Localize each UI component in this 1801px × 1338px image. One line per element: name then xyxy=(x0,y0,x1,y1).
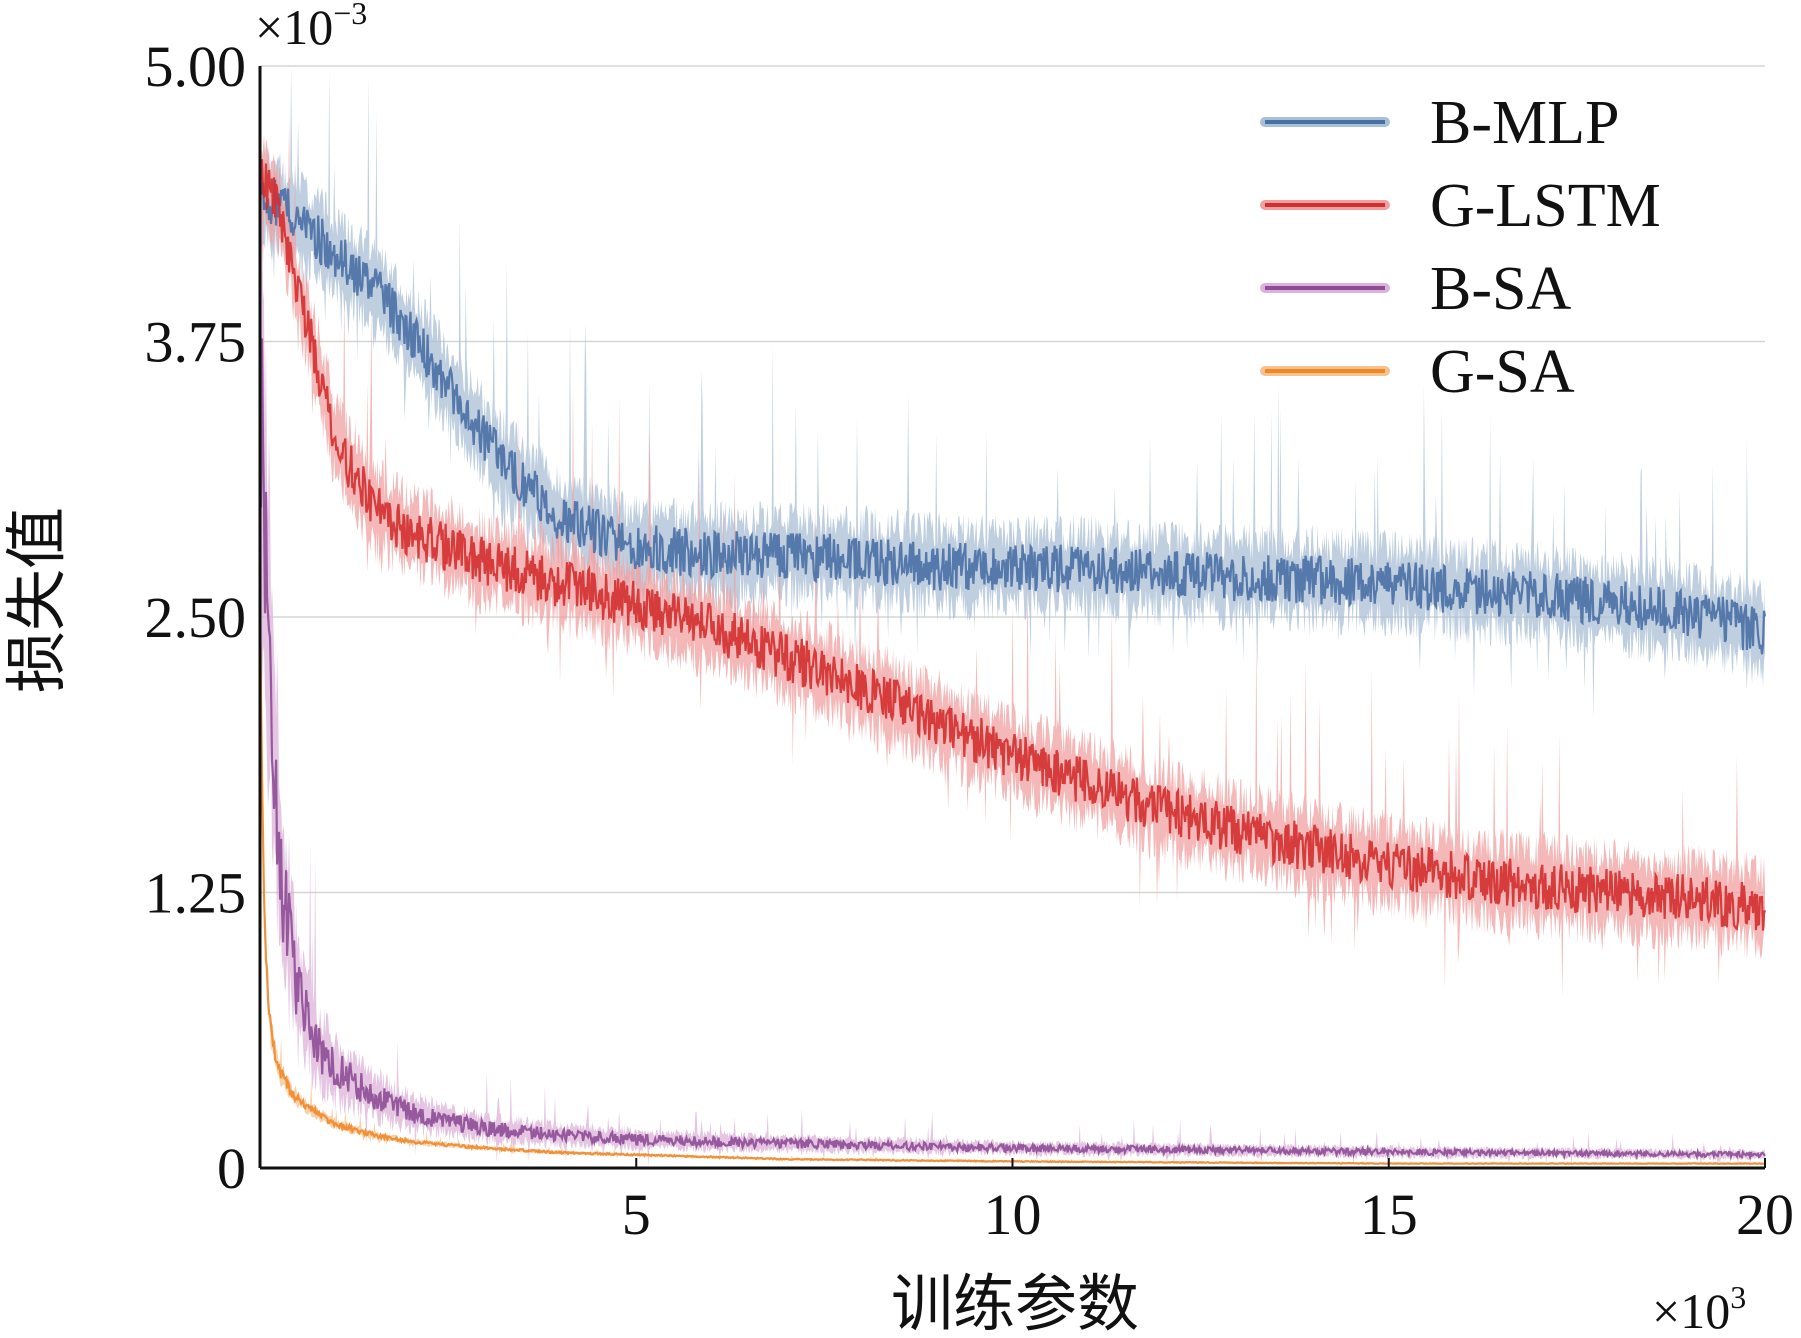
x-multiplier: ×103 xyxy=(1652,1279,1746,1338)
noise-bands xyxy=(260,66,1765,1167)
x-tick-label: 5 xyxy=(622,1182,651,1247)
series-line-b-mlp xyxy=(258,179,1767,655)
x-tick-label: 20 xyxy=(1736,1182,1794,1247)
y-tick-label: 5.00 xyxy=(145,34,247,99)
legend-label-g-lstm: G-LSTM xyxy=(1430,172,1661,240)
y-multiplier: ×10−3 xyxy=(255,0,367,55)
series-band-b-mlp xyxy=(260,66,1765,719)
legend-label-g-sa: G-SA xyxy=(1430,338,1575,406)
series-line-b-sa xyxy=(258,338,1766,1162)
y-axis-title: 损失值 xyxy=(0,507,73,693)
y-tick-label: 2.50 xyxy=(145,585,247,650)
y-tick-label: 0 xyxy=(217,1136,246,1201)
series-band-g-lstm xyxy=(260,120,1765,998)
legend-label-b-sa: B-SA xyxy=(1430,255,1571,323)
x-axis-title: 训练参数 xyxy=(891,1267,1139,1338)
series-line-g-lstm xyxy=(258,153,1767,931)
y-tick-label: 1.25 xyxy=(145,861,247,926)
x-tick-label: 15 xyxy=(1360,1182,1418,1247)
legend: B-MLP G-LSTM B-SA G-SA xyxy=(1260,89,1661,406)
x-tick-label: 10 xyxy=(984,1182,1042,1247)
y-tick-label: 3.75 xyxy=(145,310,247,375)
tick-labels: 0 1.25 2.50 3.75 5.00 5 10 15 20 xyxy=(145,34,1795,1247)
legend-label-b-mlp: B-MLP xyxy=(1430,89,1619,157)
